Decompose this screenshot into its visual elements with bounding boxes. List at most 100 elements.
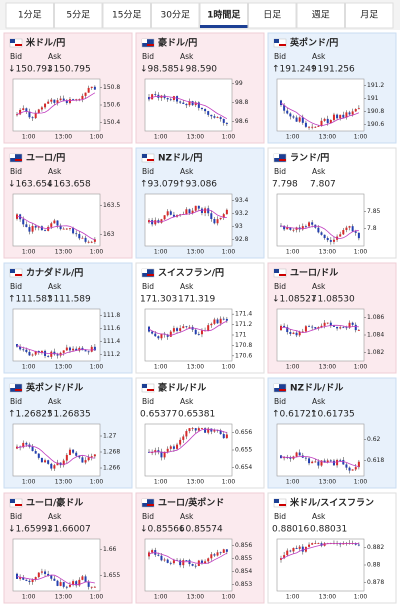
tab-label[interactable]: 30分足 — [161, 10, 190, 21]
tab-label[interactable]: 1時間足 — [207, 9, 241, 21]
ask-value: 7.807 — [310, 180, 336, 190]
candle-body — [225, 434, 228, 439]
bid-value: ↑0.61721 — [272, 410, 317, 420]
ask-value: ↑1.26835 — [46, 410, 91, 420]
tab[interactable] — [54, 2, 103, 29]
candle-body — [53, 99, 56, 103]
candle-body — [72, 228, 75, 234]
candle-body — [148, 552, 150, 557]
candle-body — [154, 333, 157, 337]
tab-label[interactable]: 月足 — [360, 10, 378, 21]
y-tick-label: 150.8 — [103, 84, 120, 91]
tab-label[interactable]: 1分足 — [18, 10, 42, 21]
x-tick-label: 1:00 — [154, 134, 168, 141]
x-tick-label: 1:00 — [286, 479, 300, 486]
candle-body — [93, 86, 96, 90]
bid-label: Bid — [274, 282, 286, 291]
rate-card[interactable]: NZドル/円 Bid Ask↑93.079↑93.086 93.4 93.2 93 92.8… — [135, 147, 265, 259]
flag-part — [147, 504, 154, 506]
candle-body — [204, 109, 207, 112]
flag-part — [15, 159, 22, 161]
candle-body — [323, 460, 326, 463]
candle-body — [65, 228, 68, 230]
candle-body — [194, 428, 197, 431]
moving-average — [16, 445, 95, 465]
bid-label: Bid — [142, 282, 154, 291]
candle-body — [342, 114, 345, 118]
candle-body — [154, 94, 157, 96]
x-tick-label: 1:00 — [286, 594, 300, 601]
candle-body — [200, 107, 203, 110]
candle-body — [222, 214, 225, 218]
candle-body — [308, 544, 311, 547]
candle-body — [19, 577, 22, 579]
candle-body — [40, 107, 43, 110]
candle-body — [179, 328, 182, 331]
flag-part — [147, 389, 154, 391]
tab[interactable] — [151, 2, 200, 29]
x-tick-label: 1:00 — [154, 249, 168, 256]
candle-body — [90, 86, 93, 88]
ask-value: ↑191.256 — [310, 65, 355, 75]
rate-card[interactable]: 豪ドル/円 Bid Ask↓98.585↓98.590 99 98.8 98.6 1:00 1… — [135, 32, 265, 144]
candle-body — [332, 114, 335, 121]
tab-label[interactable]: 日足 — [263, 10, 281, 21]
candle-body — [87, 457, 90, 461]
candle-body — [151, 331, 154, 334]
pair-name: NZドル/ドル — [290, 383, 343, 394]
tab[interactable] — [102, 2, 151, 29]
candle-body — [188, 560, 191, 565]
candle-body — [72, 348, 75, 351]
tab[interactable] — [248, 2, 297, 29]
candle-body — [47, 573, 50, 576]
candle-body — [207, 428, 210, 433]
rate-card[interactable]: ランド/円 Bid Ask 7.798 7.807 7.85 7.8 1:00 13:00 1:0… — [267, 147, 397, 259]
rate-card[interactable]: ユーロ/ドル Bid Ask ↓1.08527↓1.08530 1.086 1.084 1.… — [267, 262, 397, 374]
tab-label[interactable]: 15分足 — [112, 10, 141, 21]
candle-body — [87, 581, 90, 587]
candle-body — [78, 579, 81, 586]
candle-body — [357, 461, 360, 468]
moving-average — [148, 209, 227, 223]
flag-part — [142, 499, 147, 503]
y-tick-label: 1.268 — [103, 449, 120, 456]
candle-body — [157, 554, 160, 556]
rate-card[interactable]: ユーロ/英ポンド Bid Ask ↓0.85566↓0.85574 0.856 0.855… — [135, 492, 265, 604]
rate-card[interactable]: NZドル/ドル Bid Ask ↑0.61721↑0.61735 0.62 0.618 1:… — [267, 377, 397, 489]
candle-body — [65, 347, 68, 351]
rate-card[interactable]: カナダドル/円 Bid Ask ↑111.583↑111.589 111.8 111.6 1… — [3, 262, 133, 374]
bid-label: Bid — [274, 512, 286, 521]
candle-body — [345, 464, 348, 468]
candle-body — [44, 460, 47, 463]
y-tick-label: 0.878 — [367, 579, 384, 586]
x-tick-label: 1:00 — [354, 479, 368, 486]
candle-body — [188, 101, 191, 106]
candle-body — [191, 210, 194, 214]
flag-part — [142, 269, 147, 273]
candle-body — [308, 222, 311, 227]
candle-body — [176, 444, 179, 449]
x-tick-label: 1:00 — [286, 134, 300, 141]
ask-label: Ask — [48, 397, 62, 406]
x-tick-label: 13:00 — [55, 479, 72, 486]
pair-name: 豪ドル/円 — [158, 37, 197, 49]
tab[interactable] — [5, 2, 54, 29]
candle-body — [81, 457, 84, 463]
x-tick-label: 1:00 — [222, 364, 236, 371]
tab-label[interactable]: 5分足 — [66, 10, 90, 21]
tab[interactable] — [345, 2, 394, 29]
candle-body — [308, 326, 311, 328]
rate-card[interactable]: ユーロ/円 Bid Ask ↓163.654↓163.658 163.5 163 1:00 1… — [3, 147, 133, 259]
rate-card[interactable]: ユーロ/豪ドル Bid Ask ↓1.65993↓1.66007 1.66 1.655 1:… — [3, 492, 133, 604]
tab-label[interactable]: 週足 — [312, 10, 330, 21]
y-tick-label: 1.266 — [103, 465, 120, 472]
candle-body — [40, 350, 43, 353]
candle-body — [84, 460, 87, 463]
tab[interactable] — [296, 2, 345, 29]
